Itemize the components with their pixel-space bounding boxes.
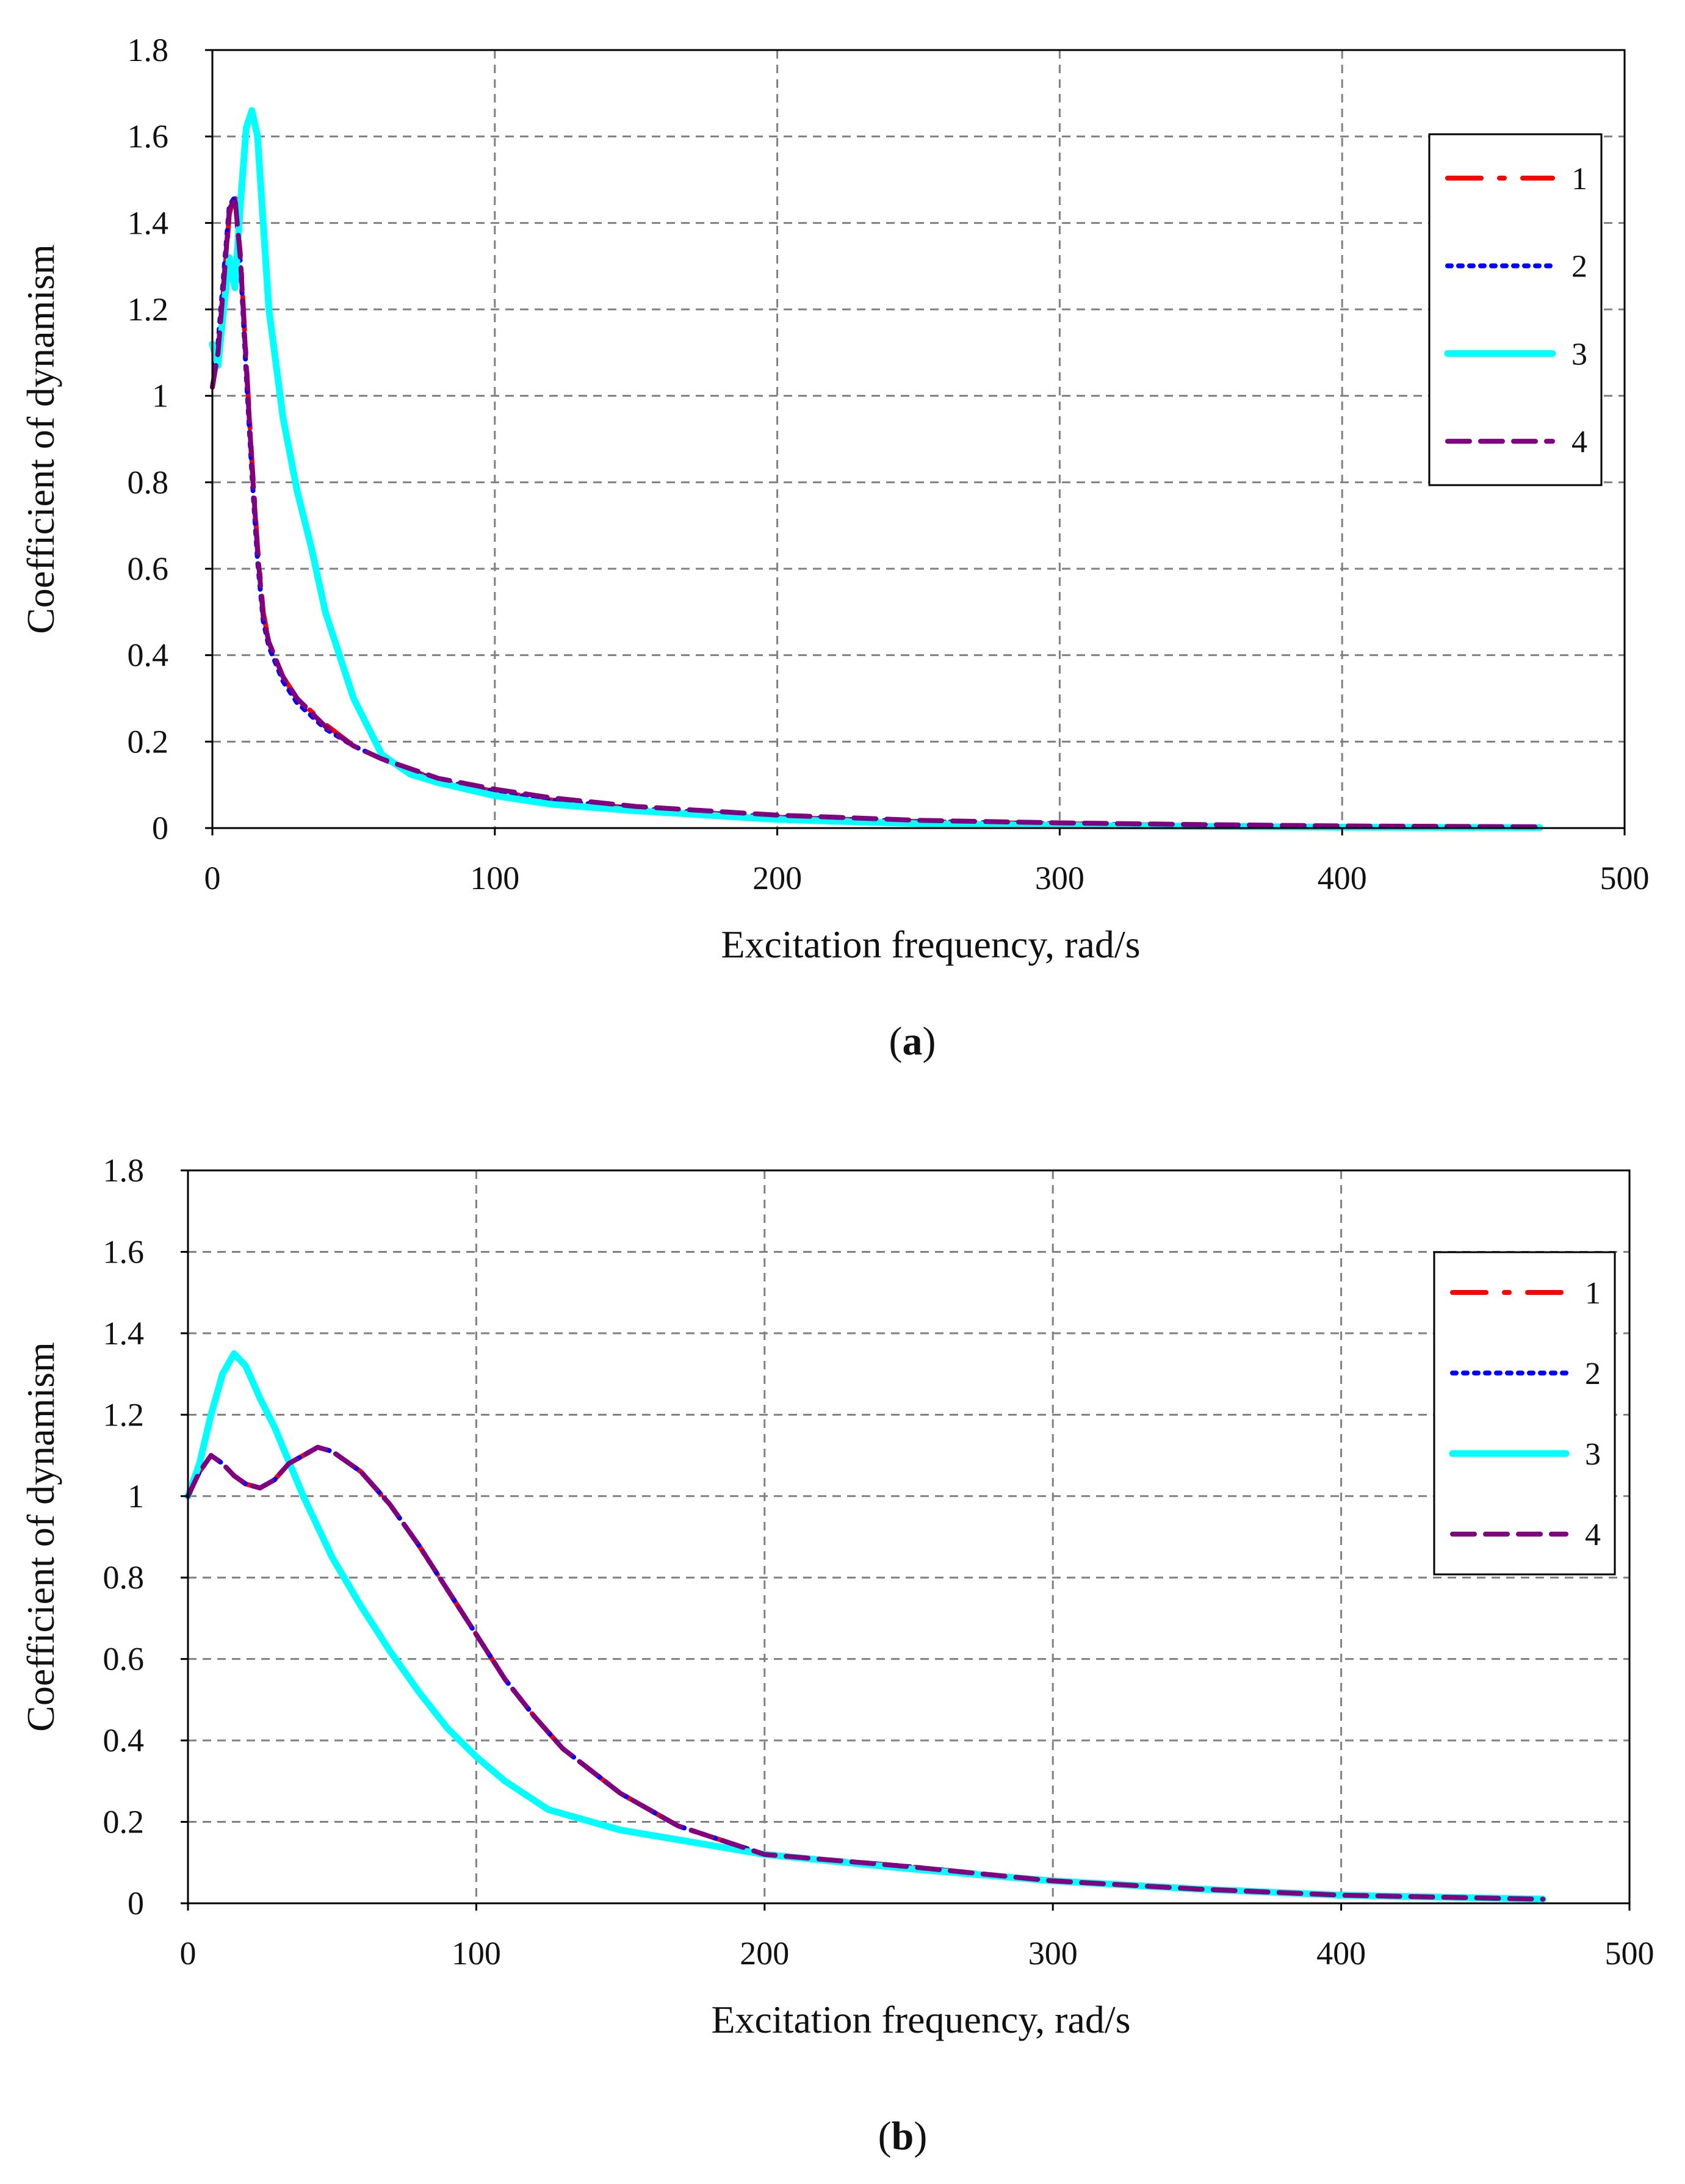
y-tick-label: 1.2: [103, 1396, 145, 1433]
panel-caption: (a): [889, 1019, 936, 1064]
y-tick-label: 1.2: [128, 291, 169, 328]
x-tick-label: 100: [470, 860, 519, 896]
legend-box: [1428, 133, 1603, 486]
x-axis-title: Excitation frequency, rad/s: [711, 1998, 1130, 2041]
legend: 1 2 3 4: [1428, 133, 1603, 486]
x-tick-label: 300: [1035, 860, 1084, 896]
y-tick-label: 1: [152, 378, 168, 414]
y-tick-label: 1.6: [128, 118, 169, 155]
y-tick-label: 0.2: [103, 1804, 145, 1840]
legend-label-1: 1: [1571, 162, 1587, 196]
legend-box: [1433, 1251, 1616, 1576]
y-tick-label: 0.6: [103, 1641, 145, 1678]
y-tick-label: 0: [152, 810, 168, 846]
y-tick-label: 0.6: [128, 550, 169, 587]
legend: 1 2 3 4: [1433, 1251, 1616, 1576]
x-tick-label: 100: [452, 1935, 501, 1972]
x-tick-label: 400: [1316, 1935, 1366, 1972]
x-tick-label: 300: [1028, 1935, 1078, 1972]
y-tick-label: 1.6: [103, 1233, 145, 1270]
y-tick-label: 0.4: [128, 637, 169, 674]
legend-label-4: 4: [1571, 425, 1587, 460]
series-line-4: [186, 1444, 1546, 1902]
legend-label-2: 2: [1585, 1357, 1601, 1391]
y-tick-label: 0: [128, 1885, 144, 1922]
y-tick-label: 0.8: [128, 464, 169, 500]
x-axis-title: Excitation frequency, rad/s: [721, 923, 1140, 966]
y-tick-label: 1.4: [103, 1315, 145, 1352]
plot-area: [188, 1170, 1629, 1903]
legend-label-4: 4: [1585, 1518, 1601, 1552]
x-tick-label: 500: [1600, 860, 1650, 896]
x-tick-label: 0: [204, 860, 221, 896]
y-tick-label: 1: [128, 1478, 144, 1515]
legend-label-1: 1: [1585, 1276, 1601, 1311]
panel-caption: (b): [878, 2114, 928, 2158]
y-tick-label: 1.8: [103, 1152, 145, 1189]
series-line-4: [210, 194, 1543, 829]
plot-frame: [187, 1169, 1631, 1905]
y-tick-label: 0.2: [128, 723, 169, 760]
legend-label-3: 3: [1571, 337, 1587, 372]
x-tick-label: 500: [1605, 1935, 1654, 1972]
legend-label-3: 3: [1585, 1437, 1601, 1472]
y-tick-label: 1.4: [128, 204, 169, 241]
plot-area: [212, 50, 1625, 828]
legend-label-2: 2: [1571, 250, 1587, 284]
plot-frame: [211, 49, 1626, 829]
x-tick-label: 200: [752, 860, 802, 896]
y-tick-label: 0.4: [103, 1722, 145, 1759]
y-tick-label: 0.8: [103, 1559, 145, 1596]
chart-panel-a: 0 100 200 300 400 500 0 0.2 0.4 0.6 0.8 1 1.2 1.4 1.6 1…: [19, 32, 1650, 1064]
x-tick-label: 200: [740, 1935, 789, 1972]
chart-panel-b: 0 100 200 300 400 500 0 0.2 0.4 0.6 0.8 1 1.2 1.4 1.6 1…: [19, 1152, 1654, 2158]
y-tick-label: 1.8: [128, 32, 169, 68]
y-axis-title: Coefficient of dynamism: [19, 244, 62, 634]
y-axis-title: Coefficient of dynamism: [19, 1342, 62, 1732]
x-tick-label: 0: [180, 1935, 197, 1972]
x-tick-label: 400: [1318, 860, 1367, 896]
